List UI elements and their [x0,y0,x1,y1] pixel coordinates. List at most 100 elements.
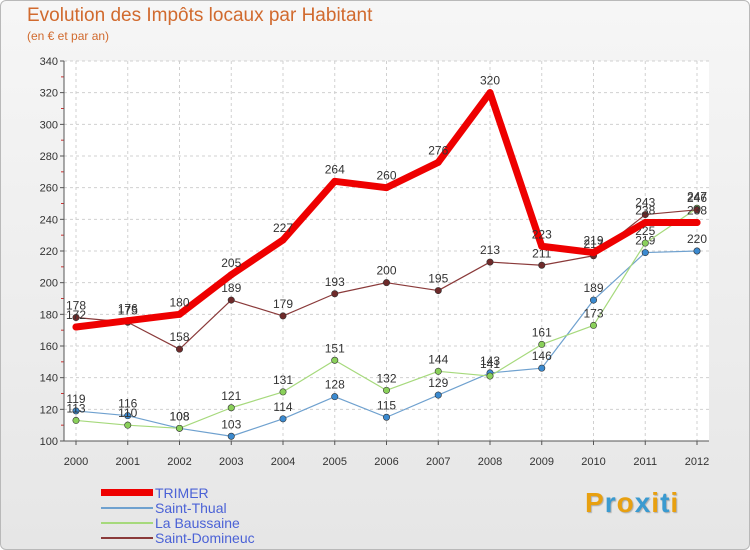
legend-swatch [101,536,153,539]
data-label-saint-thual: 108 [169,409,189,423]
legend-item-saint-thual: Saint-Thual [101,500,255,516]
data-point-saint-thual [434,391,442,399]
legend-label: La Baussaine [155,514,240,531]
logo-letter: i [651,487,661,518]
x-tick-label: 2006 [374,456,398,468]
y-tick-label: 320 [40,88,58,100]
data-label-trimer: 238 [687,204,707,218]
data-label-saint-thual: 143 [480,354,500,368]
data-point-saint-domineuc [486,258,494,266]
data-label-la-baussaine: 144 [428,352,448,366]
x-tick-label: 2010 [581,456,605,468]
data-point-la-baussaine [279,388,287,396]
data-point-trimer [124,317,132,325]
data-label-saint-thual: 129 [428,376,448,390]
data-label-trimer: 260 [376,169,396,183]
data-point-saint-domineuc [641,211,649,219]
data-label-trimer: 227 [273,221,293,235]
y-tick-label: 240 [40,214,58,226]
logo-letter: o [616,487,635,518]
x-tick-label: 2009 [530,456,554,468]
logo-letter: P [585,487,605,518]
data-label-la-baussaine: 132 [376,371,396,385]
data-point-trimer [486,89,494,97]
x-tick-label: 2012 [685,456,709,468]
data-label-saint-thual: 115 [377,398,396,412]
data-point-saint-thual [641,249,649,257]
data-point-trimer [279,236,287,244]
data-point-saint-thual [279,415,287,423]
data-point-la-baussaine [538,340,546,348]
data-label-saint-thual: 220 [687,232,707,246]
data-point-saint-domineuc [331,290,339,298]
data-point-saint-thual [693,247,701,255]
data-point-la-baussaine [486,372,494,380]
data-point-saint-thual [382,413,390,421]
data-label-saint-thual: 119 [66,392,85,406]
y-tick-label: 140 [40,373,58,385]
data-point-trimer [434,158,442,166]
data-point-saint-thual [227,432,235,440]
data-label-saint-domineuc: 200 [376,264,396,278]
data-point-la-baussaine [589,321,597,329]
logo-letter: x [634,487,652,518]
data-point-saint-domineuc [434,287,442,295]
x-tick-label: 2003 [219,456,243,468]
data-label-trimer: 176 [118,302,138,316]
data-label-saint-domineuc: 246 [687,191,707,205]
data-point-la-baussaine [331,356,339,364]
legend-item-trimer: TRIMER [101,485,255,501]
y-tick-label: 180 [40,309,58,321]
data-point-saint-thual [589,296,597,304]
data-point-la-baussaine [434,367,442,375]
data-point-trimer [331,177,339,185]
data-label-trimer: 320 [480,74,500,88]
data-point-trimer [538,242,546,250]
data-point-la-baussaine [124,421,132,429]
data-label-saint-thual: 114 [273,400,292,414]
chart-title: Evolution des Impôts locaux par Habitant [27,5,373,26]
data-point-la-baussaine [641,239,649,247]
chart-subtitle: (en € et par an) [27,29,110,43]
x-tick-label: 2005 [323,456,347,468]
legend: TRIMER Saint-Thual La Baussaine Saint-Do… [101,485,255,546]
data-point-trimer [641,219,649,226]
data-label-saint-domineuc: 158 [169,330,189,344]
y-tick-label: 260 [40,183,58,195]
x-tick-label: 2007 [426,456,450,468]
data-label-saint-thual: 103 [221,417,241,431]
data-point-saint-domineuc [693,206,701,214]
data-label-la-baussaine: 121 [221,389,241,403]
legend-swatch [101,489,153,496]
data-label-la-baussaine: 113 [66,401,85,415]
data-label-trimer: 205 [221,256,241,270]
data-point-la-baussaine [176,424,184,432]
data-label-saint-domineuc: 213 [480,243,500,257]
data-point-trimer [383,184,390,192]
legend-label: Saint-Domineuc [155,529,255,546]
data-point-saint-domineuc [279,312,287,320]
x-tick-label: 2002 [167,456,191,468]
data-point-la-baussaine [382,386,390,394]
data-label-la-baussaine: 131 [273,373,293,387]
data-point-trimer [176,310,183,318]
y-tick-label: 160 [40,341,58,353]
data-label-saint-domineuc: 189 [221,281,241,295]
legend-item-la-baussaine: La Baussaine [101,514,255,531]
data-label-trimer: 264 [325,162,345,176]
y-tick-label: 200 [40,278,58,290]
y-tick-label: 300 [40,119,58,131]
data-point-saint-domineuc [538,261,546,269]
data-label-trimer: 219 [583,234,603,248]
data-point-saint-thual [538,364,546,372]
legend-item-saint-domineuc: Saint-Domineuc [101,529,255,546]
proxiti-logo: Proxiti [585,487,679,519]
data-label-trimer: 180 [169,295,189,309]
logo-letter: i [670,487,680,518]
data-point-saint-domineuc [382,279,390,287]
data-label-saint-domineuc: 193 [325,275,345,289]
data-label-la-baussaine: 108 [169,409,189,423]
data-label-la-baussaine: 161 [532,325,552,339]
y-tick-label: 100 [40,436,58,448]
